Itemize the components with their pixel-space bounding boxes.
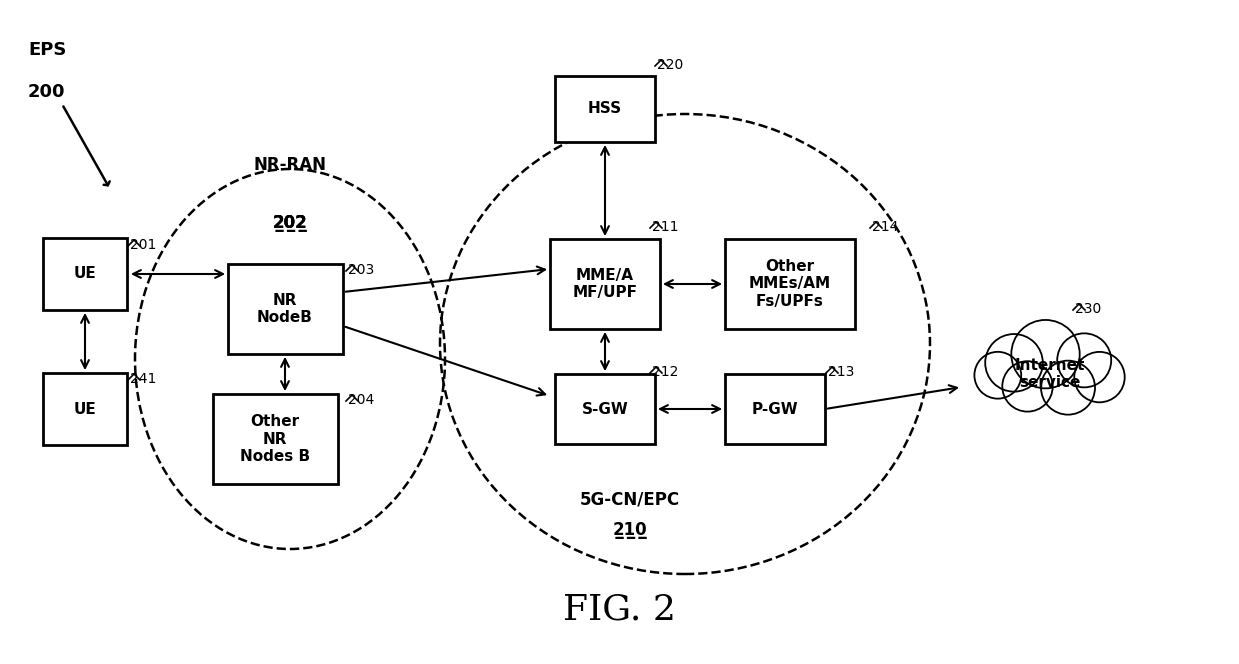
Text: 214: 214 xyxy=(872,220,898,234)
Text: 212: 212 xyxy=(652,365,679,379)
Text: P-GW: P-GW xyxy=(752,402,798,416)
Text: 2̲1̲0̲: 2̲1̲0̲ xyxy=(613,521,647,539)
Text: 203: 203 xyxy=(348,263,374,277)
Circle shape xyxy=(1057,333,1111,387)
Text: Other
MMEs/AM
Fs/UPFs: Other MMEs/AM Fs/UPFs xyxy=(748,259,831,309)
Text: UE: UE xyxy=(73,402,97,416)
Text: 204: 204 xyxy=(348,393,374,407)
Circle shape xyxy=(1074,352,1125,402)
FancyBboxPatch shape xyxy=(42,238,128,310)
Text: 5G-CN/EPC: 5G-CN/EPC xyxy=(580,491,680,509)
Text: Other
NR
Nodes B: Other NR Nodes B xyxy=(240,414,310,464)
FancyBboxPatch shape xyxy=(555,374,655,444)
Text: 230: 230 xyxy=(1075,302,1101,316)
Text: S-GW: S-GW xyxy=(581,402,628,416)
FancyBboxPatch shape xyxy=(725,374,825,444)
Circle shape xyxy=(1002,361,1053,412)
Circle shape xyxy=(974,352,1021,398)
Text: 213: 213 xyxy=(828,365,855,379)
FancyBboxPatch shape xyxy=(550,239,660,329)
FancyBboxPatch shape xyxy=(228,264,342,354)
FancyBboxPatch shape xyxy=(555,76,655,141)
Text: 202: 202 xyxy=(273,214,307,232)
Text: MME/A
MF/UPF: MME/A MF/UPF xyxy=(572,268,638,300)
Text: UE: UE xyxy=(73,266,97,282)
Text: 200: 200 xyxy=(28,83,66,101)
Text: 211: 211 xyxy=(652,220,679,234)
Text: NR
NodeB: NR NodeB xyxy=(256,293,313,325)
FancyBboxPatch shape xyxy=(42,373,128,445)
Circle shape xyxy=(985,334,1043,392)
Text: FIG. 2: FIG. 2 xyxy=(563,592,676,626)
FancyBboxPatch shape xyxy=(213,394,337,484)
Text: 241: 241 xyxy=(130,372,156,386)
Text: 2̲0̲2̲: 2̲0̲2̲ xyxy=(273,214,307,232)
Text: 220: 220 xyxy=(657,58,683,72)
Text: EPS: EPS xyxy=(28,41,67,59)
Text: 202: 202 xyxy=(273,214,307,232)
Text: Internet
service: Internet service xyxy=(1015,358,1085,390)
Text: HSS: HSS xyxy=(589,102,622,116)
Circle shape xyxy=(1011,320,1079,388)
Text: NR-RAN: NR-RAN xyxy=(254,156,327,174)
FancyBboxPatch shape xyxy=(725,239,855,329)
Text: 201: 201 xyxy=(130,238,156,252)
Circle shape xyxy=(1041,361,1095,414)
